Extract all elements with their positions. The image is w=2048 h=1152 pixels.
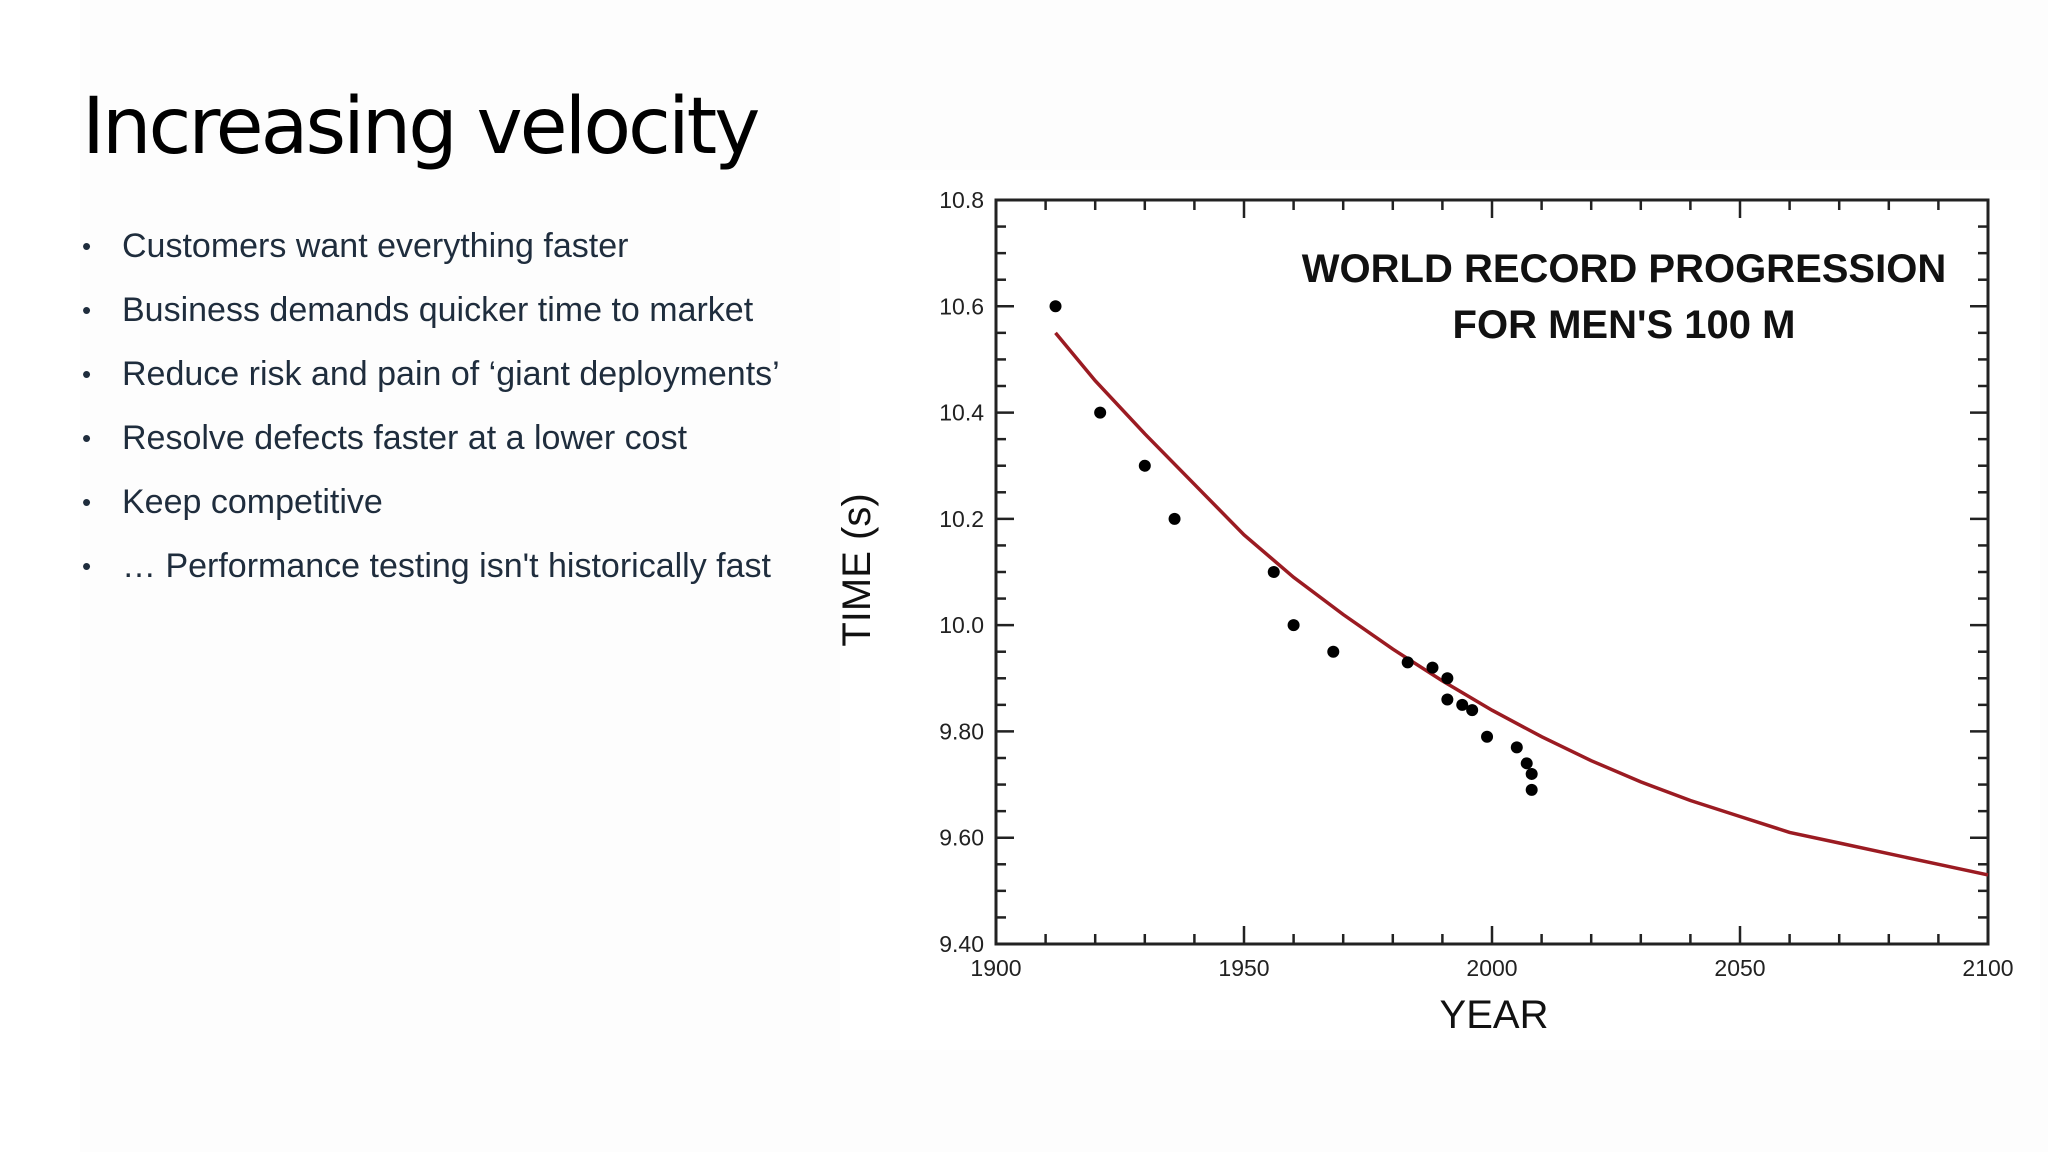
- bullet-text: Customers want everything faster: [122, 227, 629, 265]
- y-tick-label: 10.8: [939, 187, 984, 213]
- data-point: [1287, 619, 1300, 632]
- data-point: [1094, 406, 1107, 419]
- data-point: [1138, 459, 1151, 472]
- bullet-text: Reduce risk and pain of ‘giant deploymen…: [122, 355, 780, 393]
- x-tick-label: 2100: [1962, 955, 2013, 981]
- bullet-marker: •: [82, 487, 92, 517]
- bullet-text: Keep competitive: [122, 483, 383, 521]
- bullet-item: • Customers want everything faster: [82, 222, 882, 286]
- y-axis-label: TIME (s): [840, 493, 879, 646]
- y-tick-label: 9.60: [939, 825, 984, 851]
- bullet-marker: •: [82, 295, 92, 325]
- data-point: [1481, 730, 1494, 743]
- chart-title-line-1: WORLD RECORD PROGRESSION: [1302, 247, 1946, 291]
- bullet-text: … Performance testing isn't historically…: [122, 547, 771, 585]
- x-axis-label: YEAR: [1440, 993, 1549, 1037]
- slide-title: Increasing velocity: [82, 82, 760, 172]
- y-tick-label: 10.0: [939, 612, 984, 638]
- data-point: [1267, 566, 1280, 578]
- bullet-list: • Customers want everything faster • Busin…: [82, 222, 882, 606]
- data-point: [1327, 645, 1340, 658]
- x-tick-label: 2000: [1466, 955, 1517, 981]
- bullet-item: • Keep competitive: [82, 478, 882, 542]
- bullet-item: • Resolve defects faster at a lower cost: [82, 414, 882, 478]
- data-point: [1401, 656, 1414, 669]
- data-point: [1466, 704, 1479, 717]
- data-point: [1520, 757, 1533, 770]
- fit-curve-line: [1054, 331, 1989, 877]
- y-tick-label: 9.80: [939, 718, 984, 744]
- y-tick-label: 10.4: [939, 400, 984, 426]
- y-tick-label: 10.6: [939, 293, 984, 319]
- bullet-item: • Reduce risk and pain of ‘giant deployme…: [82, 350, 882, 414]
- bullet-marker: •: [82, 551, 92, 581]
- data-point: [1441, 693, 1454, 706]
- data-point: [1441, 672, 1454, 685]
- data-point: [1456, 698, 1469, 711]
- bullet-marker: •: [82, 423, 92, 453]
- data-point: [1049, 300, 1062, 313]
- bullet-text: Resolve defects faster at a lower cost: [122, 419, 688, 457]
- bullet-marker: •: [82, 359, 92, 389]
- plot-layer: 1900 1950 2000 2050 2100 9.40 9.60 9.80 10.0 10.2…: [939, 187, 2013, 981]
- data-point: [1525, 783, 1538, 796]
- x-tick-label: 1950: [1218, 955, 1269, 981]
- data-point: [1168, 512, 1181, 525]
- bullet-marker: •: [82, 231, 92, 261]
- data-point: [1426, 661, 1439, 674]
- chart-title-line-2: FOR MEN'S 100 M: [1453, 303, 1796, 347]
- data-point: [1510, 741, 1523, 754]
- x-tick-label: 1900: [970, 955, 1021, 981]
- world-record-chart: 1900 1950 2000 2050 2100 9.40 9.60 9.80 10.0 10.2…: [840, 170, 2040, 1050]
- chart-background: [840, 170, 2040, 1050]
- y-tick-label: 9.40: [939, 931, 984, 957]
- x-tick-label: 2050: [1714, 955, 1765, 981]
- bullet-text: Business demands quicker time to market: [122, 291, 754, 329]
- data-point: [1525, 767, 1538, 780]
- bullet-item: • Business demands quicker time to market: [82, 286, 882, 350]
- y-tick-label: 10.2: [939, 506, 984, 532]
- bullet-item: • … Performance testing isn't historicall…: [82, 542, 882, 606]
